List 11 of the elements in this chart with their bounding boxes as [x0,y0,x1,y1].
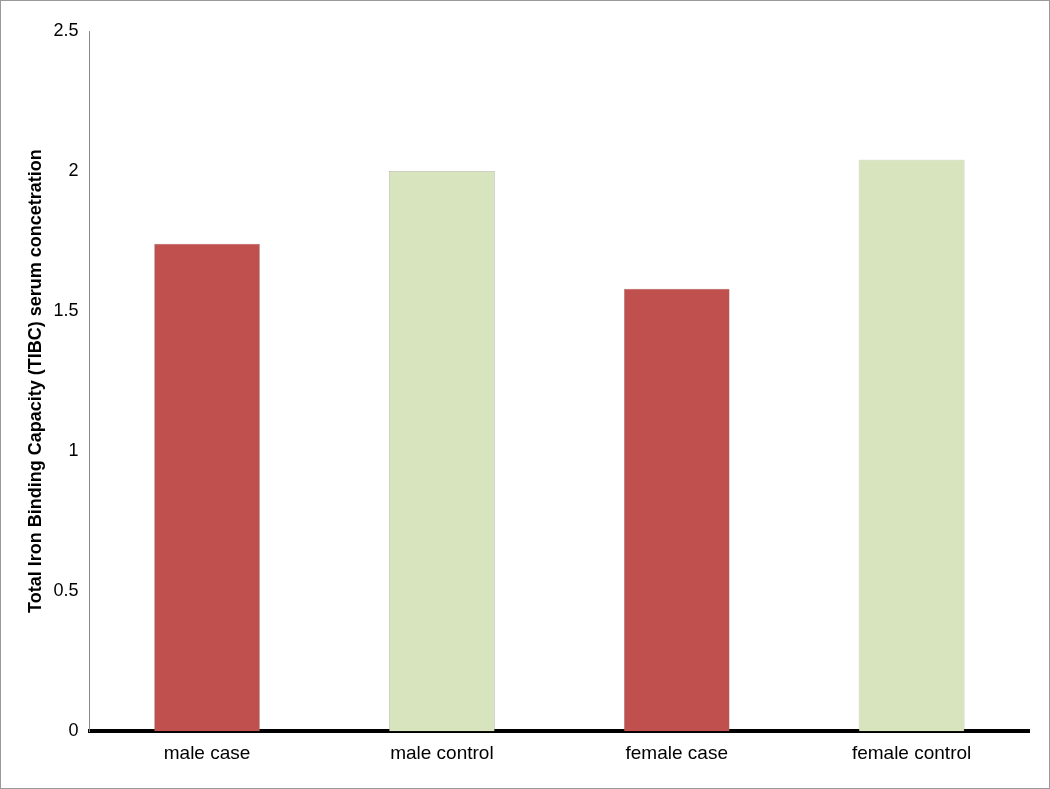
x-tick-label: female case [625,741,728,763]
y-tick-label: 0 [68,720,79,741]
y-axis-title: Total Iron Binding Capacity (TIBC) serum concetration [24,149,45,613]
y-tick-label: 1.5 [53,300,79,321]
y-tick-label: 2.5 [53,19,79,40]
x-tick-label: male control [390,741,494,763]
x-tick-label: male case [163,741,251,763]
y-tick-label: 0.5 [53,580,79,601]
y-tick-label: 2 [68,160,79,181]
y-tick-label: 1 [68,440,79,461]
x-tick-label: female control [851,741,972,763]
